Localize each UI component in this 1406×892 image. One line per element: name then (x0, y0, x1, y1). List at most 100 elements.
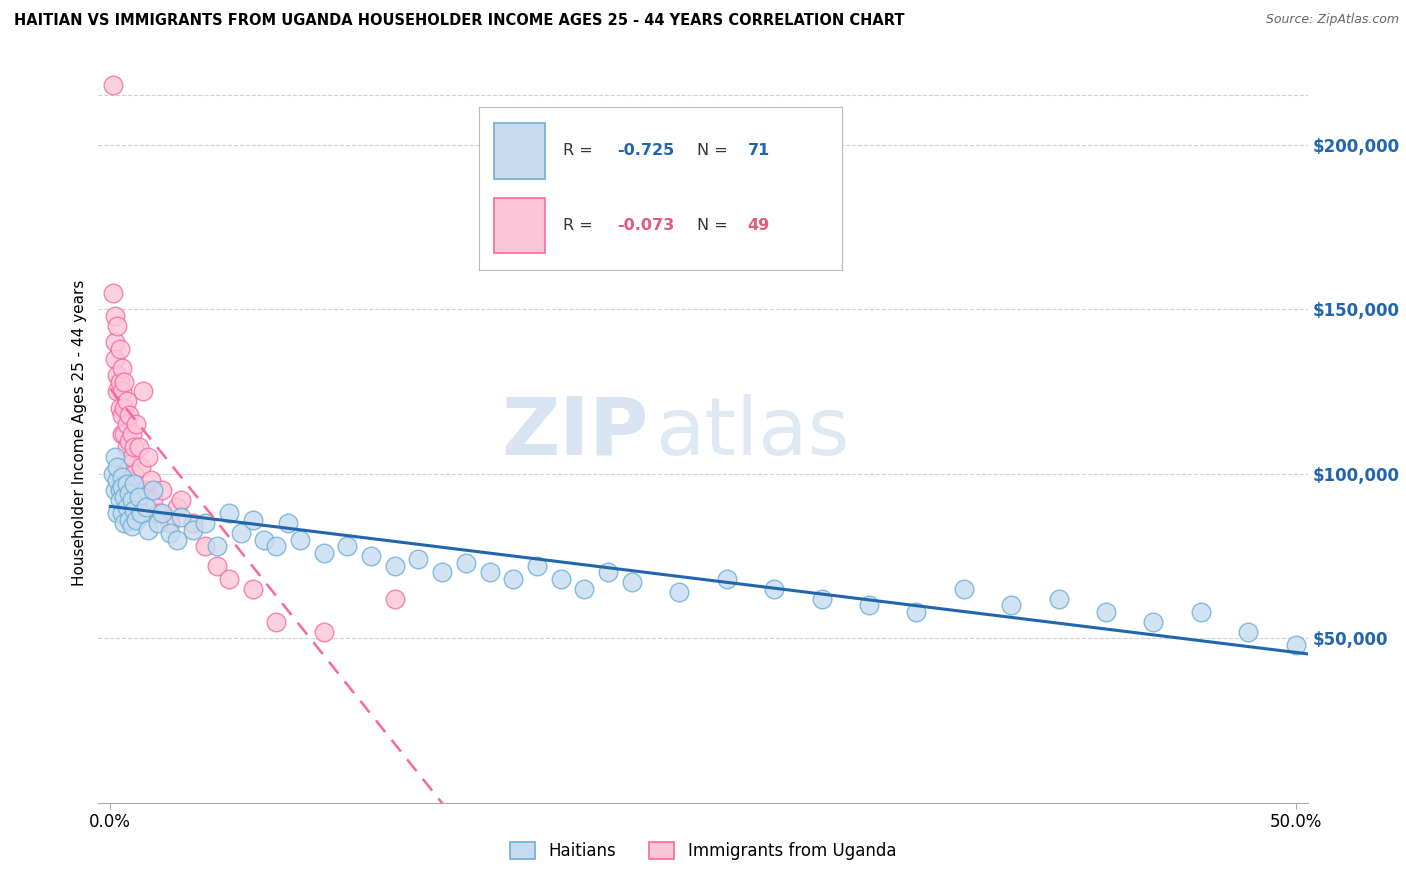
Point (1285, 638, 1308, 652)
Legend: Haitians, Immigrants from Uganda: Haitians, Immigrants from Uganda (502, 834, 904, 869)
Point (159, 526, 181, 541)
Point (111, 361, 134, 376)
Point (408, 552, 430, 566)
Point (242, 513, 264, 527)
Point (128, 441, 150, 455)
Point (170, 493, 193, 508)
Point (152, 483, 174, 498)
Point (115, 417, 138, 432)
Point (115, 441, 138, 455)
Point (668, 585, 690, 599)
Point (125, 417, 148, 432)
Point (181, 523, 204, 537)
Point (142, 483, 165, 498)
Text: Source: ZipAtlas.com: Source: ZipAtlas.com (1265, 13, 1399, 27)
Point (108, 483, 131, 498)
Point (104, 335, 127, 350)
Point (905, 605, 928, 619)
Point (716, 572, 738, 586)
Point (129, 460, 152, 475)
Point (550, 572, 572, 586)
Point (111, 480, 134, 494)
Point (122, 503, 145, 517)
Point (312, 624, 335, 639)
Point (118, 408, 141, 422)
Point (105, 473, 128, 487)
Point (118, 457, 141, 471)
Point (115, 500, 138, 514)
Point (146, 506, 169, 520)
Point (121, 519, 143, 533)
Point (384, 591, 406, 606)
Point (128, 490, 150, 504)
Point (135, 483, 157, 498)
Point (242, 582, 264, 596)
Point (111, 384, 134, 399)
Point (146, 516, 169, 530)
Point (101, 78, 124, 93)
Point (114, 401, 136, 415)
Point (108, 375, 131, 389)
Point (152, 506, 174, 520)
Point (952, 582, 974, 596)
Point (108, 342, 131, 356)
Point (574, 582, 596, 596)
Point (121, 493, 143, 508)
Point (118, 486, 141, 500)
Point (121, 450, 143, 465)
Point (1095, 605, 1118, 619)
Point (125, 513, 148, 527)
Point (105, 460, 128, 475)
Point (264, 615, 287, 629)
Point (118, 513, 141, 527)
Point (159, 516, 181, 530)
Text: atlas: atlas (655, 393, 849, 472)
Point (810, 591, 832, 606)
Point (478, 566, 501, 580)
Point (142, 493, 165, 508)
Point (598, 566, 620, 580)
Point (218, 506, 240, 520)
Point (277, 516, 299, 530)
Point (288, 533, 311, 547)
Text: ZIP: ZIP (502, 393, 648, 472)
Point (105, 368, 128, 382)
Point (1189, 605, 1212, 619)
Point (104, 351, 127, 366)
Point (526, 558, 548, 573)
Point (432, 566, 454, 580)
Point (181, 516, 204, 530)
Point (384, 558, 406, 573)
Point (1000, 599, 1022, 613)
Point (336, 539, 359, 553)
Point (101, 467, 124, 481)
Point (264, 539, 287, 553)
Point (114, 375, 136, 389)
Point (229, 526, 252, 541)
Point (129, 506, 152, 520)
Point (166, 500, 188, 514)
Point (620, 575, 643, 590)
Point (105, 506, 128, 520)
Point (111, 506, 134, 520)
Point (1047, 591, 1070, 606)
Point (108, 401, 131, 415)
Point (111, 408, 134, 422)
Point (111, 470, 134, 484)
Point (454, 556, 477, 570)
Point (360, 549, 382, 563)
Point (121, 427, 143, 442)
Point (114, 490, 136, 504)
Point (194, 539, 217, 553)
Point (139, 473, 162, 487)
Point (218, 572, 240, 586)
Point (122, 441, 145, 455)
Point (104, 309, 127, 323)
Text: HAITIAN VS IMMIGRANTS FROM UGANDA HOUSEHOLDER INCOME AGES 25 - 44 YEARS CORRELAT: HAITIAN VS IMMIGRANTS FROM UGANDA HOUSEH… (14, 13, 904, 29)
Point (170, 509, 193, 524)
Point (105, 318, 128, 333)
Point (135, 500, 157, 514)
Point (118, 434, 141, 448)
Point (104, 483, 127, 498)
Point (205, 539, 228, 553)
